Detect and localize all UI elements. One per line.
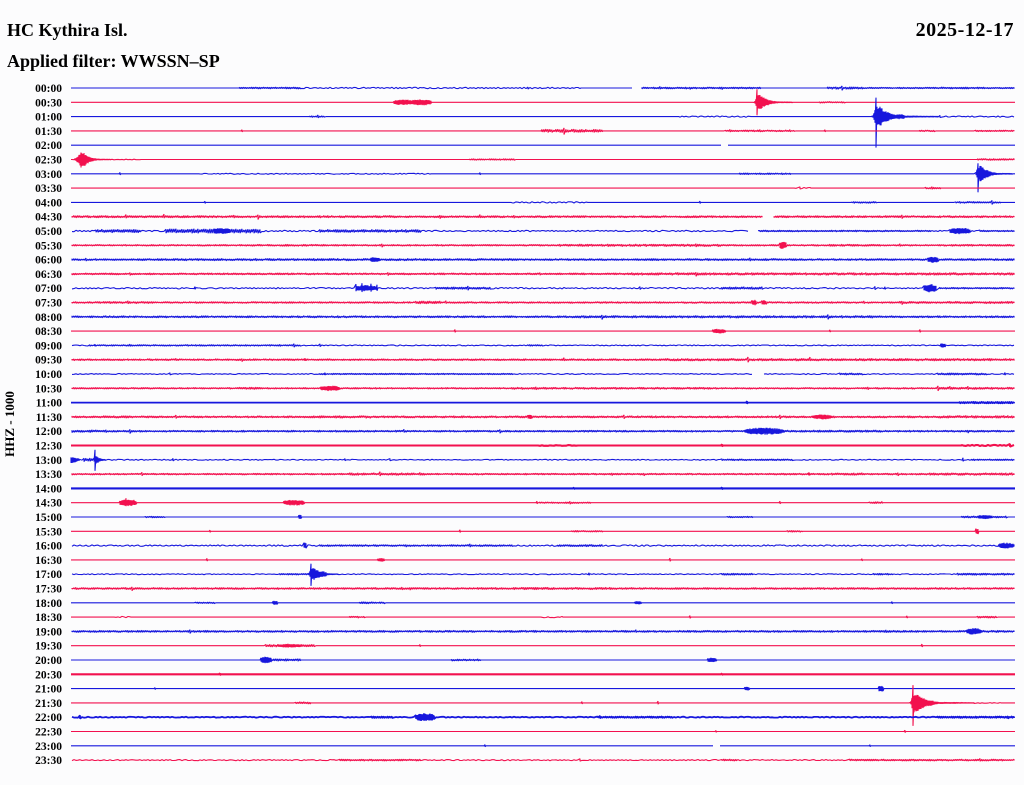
svg-text:01:00: 01:00: [35, 112, 62, 124]
svg-text:15:00: 15:00: [35, 512, 62, 524]
svg-text:09:00: 09:00: [35, 340, 62, 352]
svg-text:18:30: 18:30: [35, 612, 62, 624]
svg-text:23:30: 23:30: [35, 755, 62, 767]
svg-text:20:00: 20:00: [35, 655, 62, 667]
svg-text:06:30: 06:30: [35, 269, 62, 281]
svg-text:18:00: 18:00: [35, 598, 62, 610]
svg-text:05:30: 05:30: [35, 240, 62, 252]
svg-text:05:00: 05:00: [35, 226, 62, 238]
svg-text:08:00: 08:00: [35, 312, 62, 324]
svg-text:21:00: 21:00: [35, 684, 62, 696]
svg-text:16:00: 16:00: [35, 541, 62, 553]
svg-text:14:00: 14:00: [35, 483, 62, 495]
svg-text:22:30: 22:30: [35, 727, 62, 739]
svg-text:19:30: 19:30: [35, 641, 62, 653]
svg-text:HHZ - 1000: HHZ - 1000: [2, 391, 17, 457]
svg-text:00:00: 00:00: [35, 83, 62, 95]
svg-text:17:00: 17:00: [35, 569, 62, 581]
svg-text:12:30: 12:30: [35, 441, 62, 453]
svg-text:03:30: 03:30: [35, 183, 62, 195]
svg-text:Applied filter: WWSSN–SP: Applied filter: WWSSN–SP: [7, 51, 220, 71]
svg-text:07:30: 07:30: [35, 298, 62, 310]
svg-text:00:30: 00:30: [35, 97, 62, 109]
svg-text:19:00: 19:00: [35, 626, 62, 638]
svg-text:14:30: 14:30: [35, 498, 62, 510]
svg-text:11:00: 11:00: [36, 398, 62, 410]
svg-text:07:00: 07:00: [35, 283, 62, 295]
svg-text:02:30: 02:30: [35, 155, 62, 167]
svg-text:11:30: 11:30: [36, 412, 62, 424]
svg-text:16:30: 16:30: [35, 555, 62, 567]
svg-text:13:30: 13:30: [35, 469, 62, 481]
svg-text:22:00: 22:00: [35, 712, 62, 724]
svg-text:04:00: 04:00: [35, 197, 62, 209]
svg-text:10:30: 10:30: [35, 383, 62, 395]
svg-text:2025-12-17: 2025-12-17: [916, 19, 1014, 41]
svg-text:17:30: 17:30: [35, 584, 62, 596]
svg-text:20:30: 20:30: [35, 669, 62, 681]
svg-text:13:00: 13:00: [35, 455, 62, 467]
svg-text:12:00: 12:00: [35, 426, 62, 438]
svg-text:23:00: 23:00: [35, 741, 62, 753]
svg-text:01:30: 01:30: [35, 126, 62, 138]
svg-text:HC Kythira Isl.: HC Kythira Isl.: [7, 20, 128, 40]
svg-text:06:00: 06:00: [35, 255, 62, 267]
svg-text:21:30: 21:30: [35, 698, 62, 710]
svg-text:02:00: 02:00: [35, 140, 62, 152]
svg-text:03:00: 03:00: [35, 169, 62, 181]
svg-text:10:00: 10:00: [35, 369, 62, 381]
svg-text:08:30: 08:30: [35, 326, 62, 338]
svg-text:09:30: 09:30: [35, 355, 62, 367]
svg-text:04:30: 04:30: [35, 212, 62, 224]
svg-text:15:30: 15:30: [35, 526, 62, 538]
